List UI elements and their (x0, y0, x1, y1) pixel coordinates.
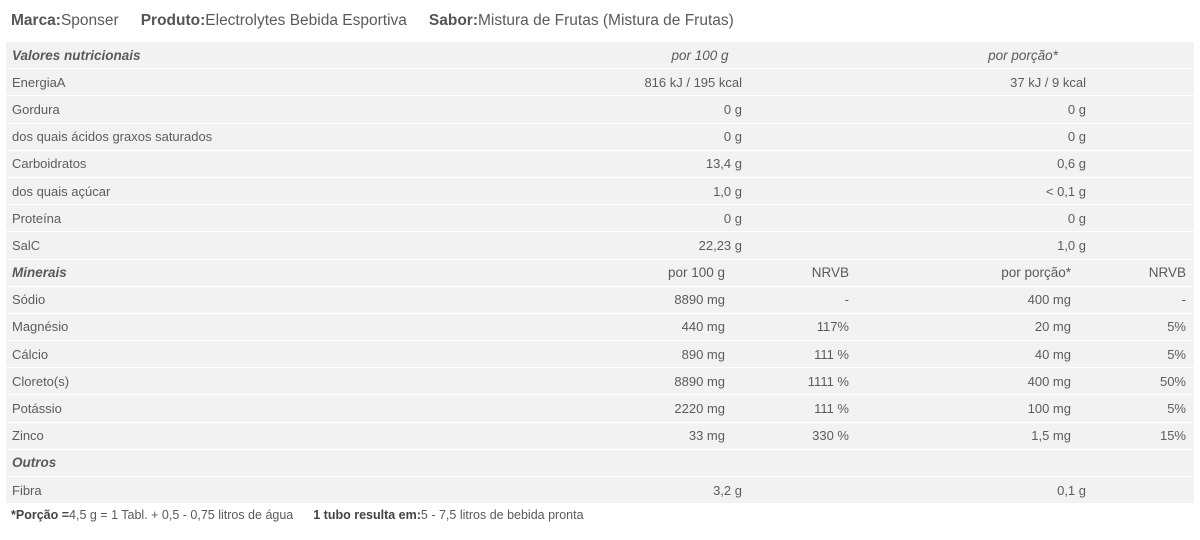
product-value: Electrolytes Bebida Esportiva (205, 12, 407, 29)
table-row: Proteína 0 g 0 g (6, 205, 1194, 233)
row-value-per100: 816 kJ / 195 kcal (644, 74, 742, 90)
row-value-per100: 0 g (723, 101, 742, 117)
table-row: Carboidratos 13,4 g 0,6 g (6, 150, 1194, 178)
minerals-col-nrv2: NRVB (1148, 265, 1186, 281)
row-label: EnergiaA (12, 74, 66, 90)
table-row: Cloreto(s) 8890 mg 1111 % 400 mg 50% (6, 368, 1194, 396)
row-nrv-perportion: 50% (1159, 373, 1186, 389)
table-row: SalC 22,23 g 1,0 g (6, 232, 1194, 260)
row-nrv-perportion: 15% (1159, 428, 1186, 444)
nutrition-header-row: Valores nutricionais por 100 g por porçã… (6, 42, 1194, 70)
row-label: Carboidratos (12, 156, 87, 172)
row-label: Sódio (12, 292, 46, 308)
row-label: dos quais açúcar (12, 183, 111, 199)
brand-label: Marca: (11, 12, 61, 29)
row-label: Fibra (12, 482, 42, 498)
table-row: dos quais ácidos graxos saturados 0 g 0 … (6, 123, 1194, 151)
flavor-label: Sabor: (428, 12, 478, 29)
row-value-per100: 2220 mg (674, 401, 725, 417)
minerals-title: Minerais (12, 265, 67, 281)
row-value-perportion: 0,6 g (1057, 156, 1086, 172)
nutrition-title: Valores nutricionais (12, 47, 141, 63)
row-nrv-per100: 111 % (814, 401, 849, 417)
row-label: Potássio (12, 401, 62, 417)
minerals-col-perportion: por porção* (1001, 265, 1071, 281)
row-value-per100: 8890 mg (674, 373, 725, 389)
table-row: Zinco 33 mg 330 % 1,5 mg 15% (6, 422, 1194, 450)
row-value-perportion: 0 g (1067, 129, 1086, 145)
table-row: Cálcio 890 mg 111 % 40 mg 5% (6, 341, 1194, 369)
row-value-per100: 0 g (723, 129, 742, 145)
product-label: Produto: (140, 12, 206, 29)
others-title: Outros (12, 455, 57, 471)
nutrition-col-perportion: por porção* (988, 47, 1058, 63)
table-row: Gordura 0 g 0 g (6, 96, 1194, 124)
row-value-per100: 890 mg (681, 346, 725, 362)
row-value-per100: 440 mg (681, 319, 725, 335)
row-value-perportion: 37 kJ / 9 kcal (1010, 74, 1086, 90)
brand-field: Marca:Sponser (11, 12, 119, 30)
row-value-perportion: 20 mg (1034, 319, 1071, 335)
product-field: Produto:Electrolytes Bebida Esportiva (141, 12, 407, 30)
row-value-per100: 33 mg (688, 428, 725, 444)
row-value-per100: 3,2 g (713, 482, 742, 498)
table-row: Sódio 8890 mg - 400 mg - (6, 286, 1194, 314)
table-row: Fibra 3,2 g 0,1 g (6, 477, 1194, 505)
flavor-field: Sabor:Mistura de Frutas (Mistura de Frut… (429, 12, 734, 30)
portion-value: 4,5 g = 1 Tabl. + 0,5 - 0,75 litros de á… (69, 508, 294, 522)
portion-label: *Porção = (11, 508, 70, 522)
row-label: Magnésio (12, 319, 69, 335)
minerals-col-nrv1: NRVB (811, 265, 849, 281)
minerals-col-per100: por 100 g (667, 265, 725, 281)
row-value-perportion: 40 mg (1034, 346, 1071, 362)
row-value-perportion: 1,5 mg (1031, 428, 1071, 444)
row-value-perportion: 400 mg (1027, 292, 1071, 308)
tube-value: 5 - 7,5 litros de bebida pronta (420, 508, 584, 522)
table-row: Potássio 2220 mg 111 % 100 mg 5% (6, 395, 1194, 423)
nutrition-table: Valores nutricionais por 100 g por porçã… (6, 42, 1194, 505)
row-nrv-perportion: 5% (1167, 346, 1186, 362)
row-label: Gordura (12, 101, 60, 117)
row-label: Cloreto(s) (12, 373, 70, 389)
row-label: Cálcio (12, 346, 49, 362)
row-nrv-per100: 117% (816, 319, 849, 335)
row-value-perportion: < 0,1 g (1045, 183, 1086, 199)
others-header-row: Outros (6, 449, 1194, 477)
row-value-per100: 13,4 g (705, 156, 742, 172)
row-value-perportion: 1,0 g (1057, 237, 1086, 253)
row-nrv-per100: 111 % (814, 346, 849, 362)
flavor-value: Mistura de Frutas (Mistura de Frutas) (477, 12, 734, 29)
minerals-header-row: Minerais por 100 g NRVB por porção* NRVB (6, 259, 1194, 287)
row-value-per100: 22,23 g (698, 237, 742, 253)
row-value-perportion: 0,1 g (1057, 482, 1086, 498)
row-value-per100: 0 g (723, 210, 742, 226)
row-value-perportion: 0 g (1067, 210, 1086, 226)
product-header: Marca:Sponser Produto:Electrolytes Bebid… (0, 0, 1200, 42)
row-value-per100: 8890 mg (674, 292, 725, 308)
row-nrv-per100: 1111 % (807, 373, 849, 389)
table-row: dos quais açúcar 1,0 g < 0,1 g (6, 177, 1194, 206)
row-value-per100: 1,0 g (713, 183, 742, 199)
row-label: dos quais ácidos graxos saturados (12, 129, 213, 145)
row-nrv-per100: 330 % (812, 428, 849, 444)
table-row: Magnésio 440 mg 117% 20 mg 5% (6, 313, 1194, 342)
row-nrv-perportion: - (1181, 292, 1186, 308)
table-row: EnergiaA 816 kJ / 195 kcal 37 kJ / 9 kca… (6, 69, 1194, 97)
row-nrv-perportion: 5% (1167, 319, 1186, 335)
nutrition-col-per100: por 100 g (671, 47, 729, 63)
row-value-perportion: 0 g (1067, 101, 1086, 117)
brand-value: Sponser (60, 12, 119, 29)
tube-label: 1 tubo resulta em: (313, 508, 421, 522)
row-label: SalC (12, 237, 41, 253)
portion-footnote: *Porção =4,5 g = 1 Tabl. + 0,5 - 0,75 li… (11, 508, 584, 522)
row-label: Zinco (12, 428, 44, 444)
row-nrv-perportion: 5% (1167, 401, 1186, 417)
row-label: Proteína (12, 210, 62, 226)
row-value-perportion: 100 mg (1027, 401, 1071, 417)
row-value-perportion: 400 mg (1027, 373, 1071, 389)
row-nrv-per100: - (844, 292, 849, 308)
